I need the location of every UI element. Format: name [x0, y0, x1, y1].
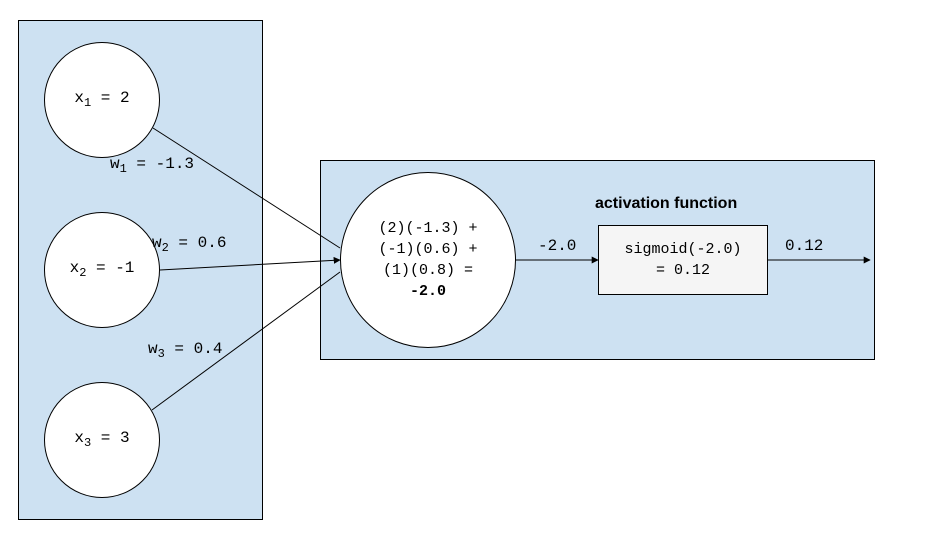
input-node-x2: x2 = -1 [44, 212, 160, 328]
weight-w1-label: w1 = -1.3 [110, 155, 194, 176]
activation-title: activation function [595, 195, 737, 213]
sum-node-content: (2)(-1.3) + (-1)(0.6) + (1)(0.8) = -2.0 [378, 218, 477, 302]
activation-box-content: sigmoid(-2.0) = 0.12 [624, 239, 741, 281]
input-x3-label: x3 = 3 [74, 429, 129, 450]
input-node-x1: x1 = 2 [44, 42, 160, 158]
sum-node: (2)(-1.3) + (-1)(0.6) + (1)(0.8) = -2.0 [340, 172, 516, 348]
weight-w3-label: w3 = 0.4 [148, 340, 222, 361]
edge-label-output: 0.12 [785, 237, 823, 255]
input-node-x3: x3 = 3 [44, 382, 160, 498]
activation-box: sigmoid(-2.0) = 0.12 [598, 225, 768, 295]
input-x2-label: x2 = -1 [70, 259, 135, 280]
input-x1-label: x1 = 2 [74, 89, 129, 110]
edge-label-sum-to-act: -2.0 [538, 237, 576, 255]
weight-w2-label: w2 = 0.6 [152, 234, 226, 255]
